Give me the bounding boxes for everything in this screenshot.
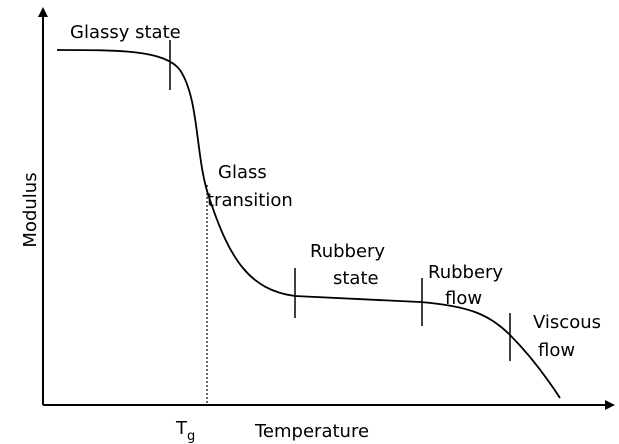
annotation: Rubbery xyxy=(428,262,503,283)
annotation: transition xyxy=(207,190,293,211)
annotation: flow xyxy=(445,288,482,309)
annotation: state xyxy=(333,268,379,289)
tg-main: T xyxy=(175,418,188,439)
annotation: Glass xyxy=(218,162,267,183)
modulus-curve xyxy=(56,49,561,399)
annotation: Viscous xyxy=(533,312,601,333)
x-axis-label: Temperature xyxy=(254,421,369,442)
tg-sub: g xyxy=(187,429,195,444)
annotation: Rubbery xyxy=(310,241,385,262)
y-axis-label: Modulus xyxy=(20,172,41,247)
annotation: flow xyxy=(538,340,575,361)
tg-label: Tg xyxy=(175,418,195,444)
annotation: Glassy state xyxy=(70,22,181,43)
